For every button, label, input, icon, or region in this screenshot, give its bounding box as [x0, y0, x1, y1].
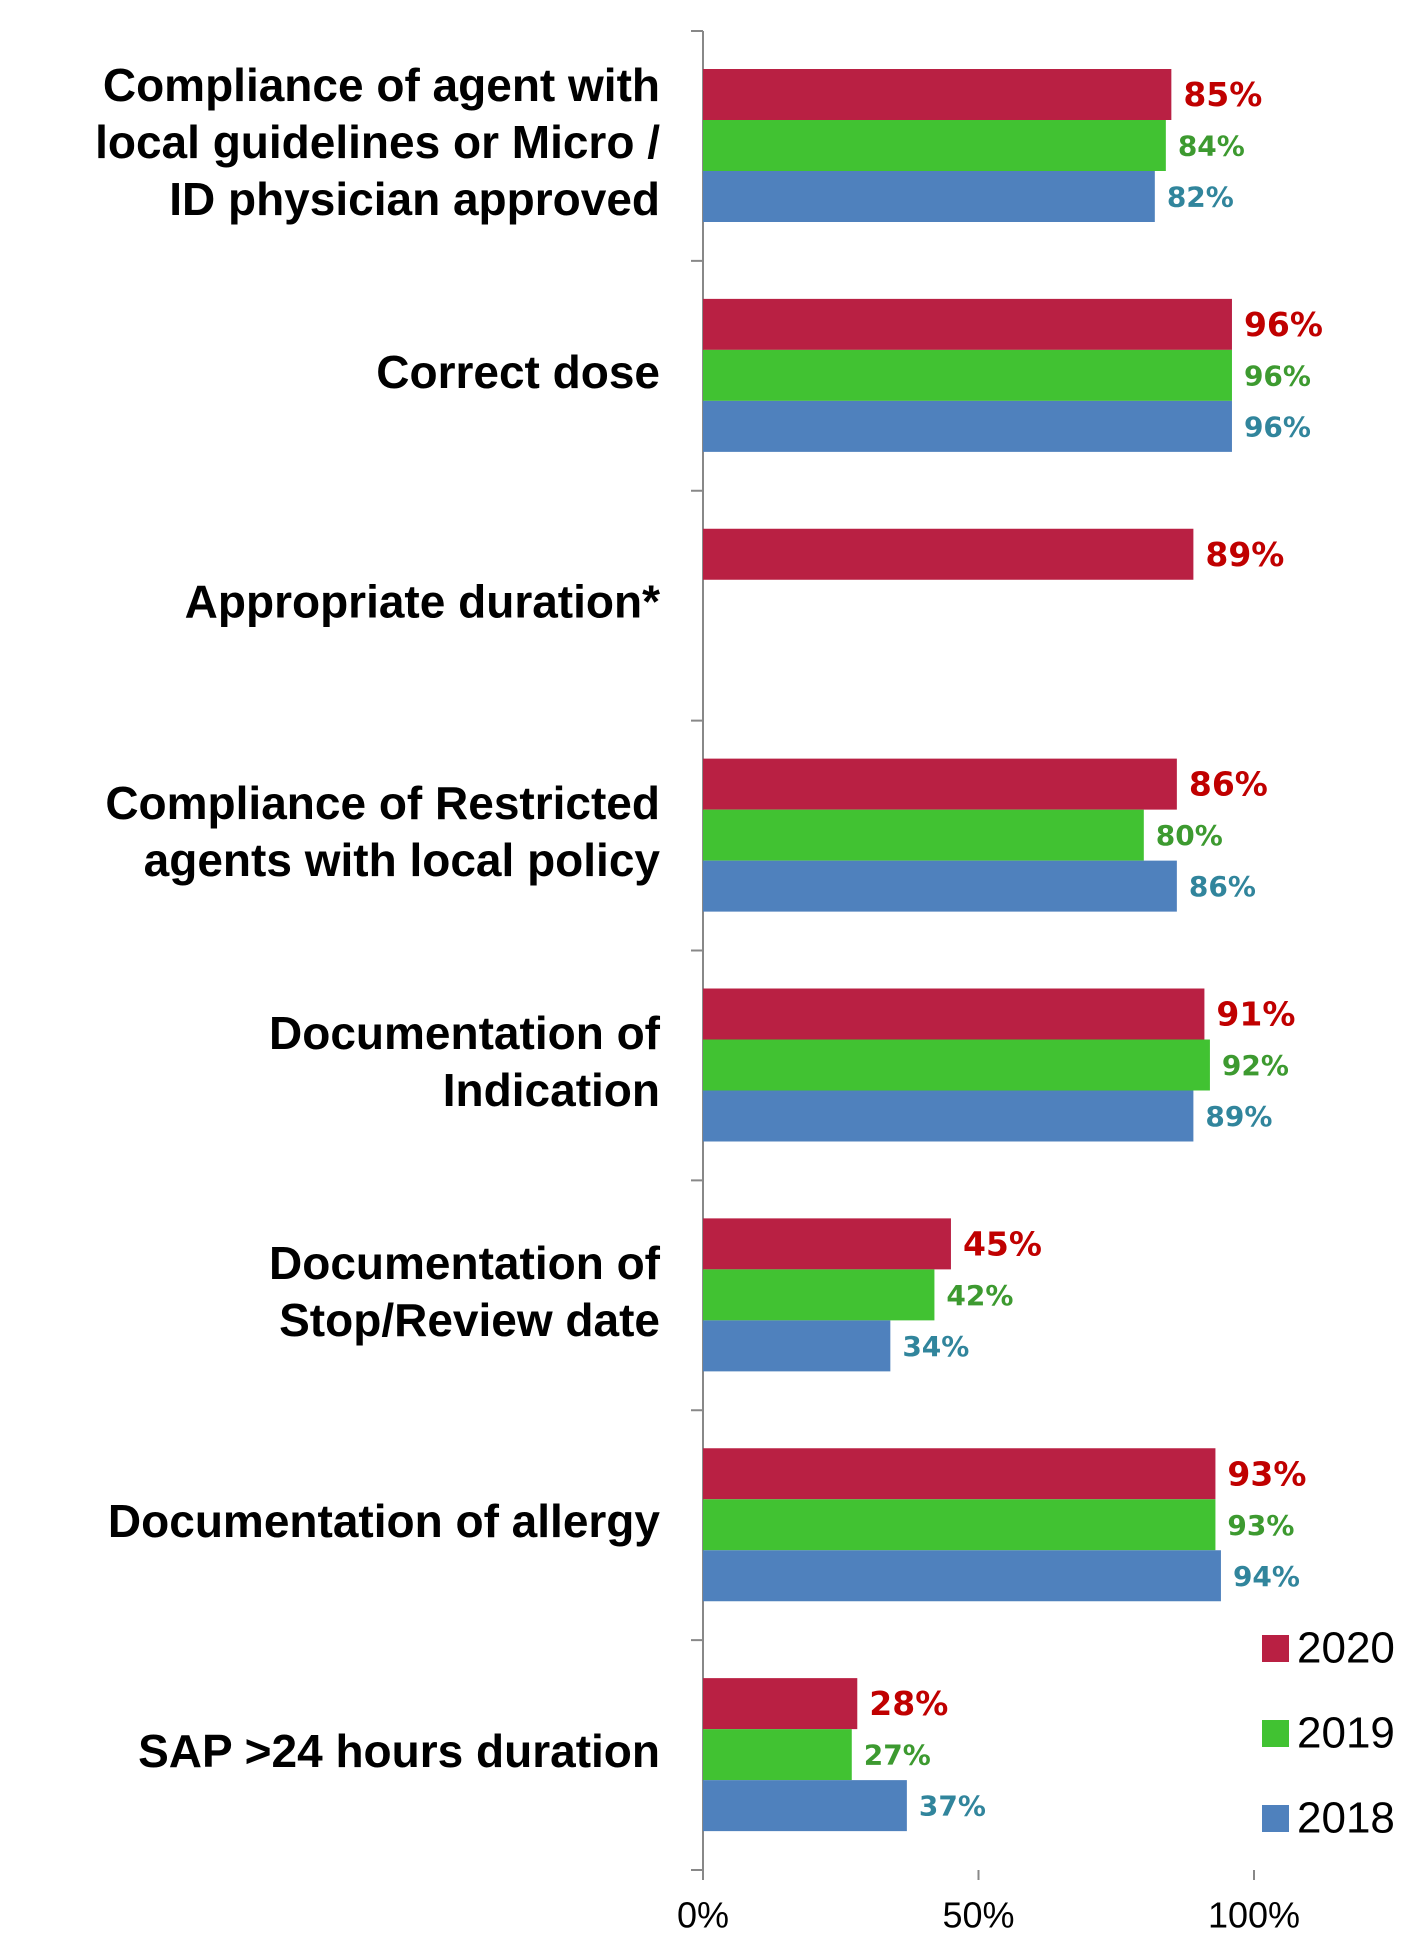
legend-swatch — [1262, 1720, 1289, 1747]
value-label: 96% — [1244, 359, 1311, 392]
value-label: 34% — [902, 1330, 969, 1363]
bar — [703, 1499, 1216, 1551]
category-label: Documentation of allergy — [108, 1495, 660, 1547]
category-line: Indication — [443, 1064, 660, 1116]
value-label: 28% — [869, 1684, 948, 1723]
category-line: Documentation of — [269, 1007, 661, 1059]
value-label: 27% — [864, 1739, 931, 1772]
bar — [703, 1039, 1210, 1091]
category-line: Appropriate duration* — [185, 576, 660, 628]
value-label: 93% — [1227, 1509, 1294, 1542]
bar — [703, 1218, 951, 1270]
category-label: Correct dose — [376, 346, 660, 398]
bar — [703, 1780, 907, 1832]
category-line: SAP >24 hours duration — [138, 1725, 660, 1777]
category-label: Compliance of agent with local guidelines… — [95, 59, 660, 225]
value-label: 42% — [946, 1279, 1013, 1312]
bar — [703, 349, 1232, 401]
value-label: 94% — [1233, 1560, 1300, 1593]
x-tick-label: 50% — [942, 1895, 1014, 1936]
x-tick-label: 0% — [677, 1895, 729, 1936]
bar — [703, 298, 1232, 350]
value-label: 91% — [1216, 995, 1295, 1034]
category-label: Appropriate duration* — [185, 576, 660, 628]
bar — [703, 1550, 1221, 1602]
category-label: Compliance of Restricted agents with loca… — [105, 777, 660, 886]
bar — [703, 1090, 1194, 1142]
category-label: Documentation of Indication — [269, 1007, 661, 1116]
category-label: Documentation of Stop/Review date — [269, 1237, 661, 1346]
value-label: 85% — [1183, 75, 1262, 114]
value-label: 45% — [963, 1224, 1042, 1263]
x-tick-label: 100% — [1208, 1895, 1300, 1936]
value-label: 93% — [1227, 1454, 1306, 1493]
value-label: 80% — [1156, 819, 1223, 852]
bar — [703, 1678, 858, 1730]
value-label: 86% — [1189, 870, 1256, 903]
bar — [703, 171, 1155, 222]
bar — [703, 988, 1205, 1040]
bar — [703, 400, 1232, 452]
value-label: 82% — [1167, 181, 1234, 214]
category-line: local guidelines or Micro / — [95, 116, 660, 168]
category-label: SAP >24 hours duration — [138, 1725, 660, 1777]
category-line: Documentation of — [269, 1237, 661, 1289]
value-label: 89% — [1205, 535, 1284, 574]
category-line: ID physician approved — [169, 173, 660, 225]
value-label: 92% — [1222, 1049, 1289, 1082]
category-line: Stop/Review date — [279, 1294, 660, 1346]
bar — [703, 1269, 935, 1321]
bar — [703, 1448, 1216, 1500]
legend-label: 2020 — [1297, 1624, 1395, 1673]
bar — [703, 528, 1194, 580]
bar — [703, 758, 1177, 810]
category-line: agents with local policy — [144, 834, 661, 886]
bar — [703, 1320, 891, 1372]
category-line: Compliance of agent with — [103, 59, 660, 111]
value-label: 96% — [1244, 305, 1323, 344]
bar — [703, 860, 1177, 912]
value-label: 84% — [1178, 130, 1245, 163]
bar — [703, 120, 1166, 171]
value-label: 86% — [1189, 765, 1268, 804]
bar — [703, 69, 1172, 120]
bar — [703, 809, 1144, 861]
value-label: 89% — [1205, 1100, 1272, 1133]
legend-label: 2018 — [1297, 1794, 1395, 1843]
category-line: Documentation of allergy — [108, 1495, 660, 1547]
value-label: 96% — [1244, 410, 1311, 443]
category-line: Compliance of Restricted — [105, 777, 660, 829]
value-label: 37% — [919, 1790, 986, 1823]
legend-swatch — [1262, 1635, 1289, 1662]
bar — [703, 1729, 852, 1781]
legend-swatch — [1262, 1805, 1289, 1832]
category-line: Correct dose — [376, 346, 660, 398]
legend-label: 2019 — [1297, 1709, 1395, 1758]
